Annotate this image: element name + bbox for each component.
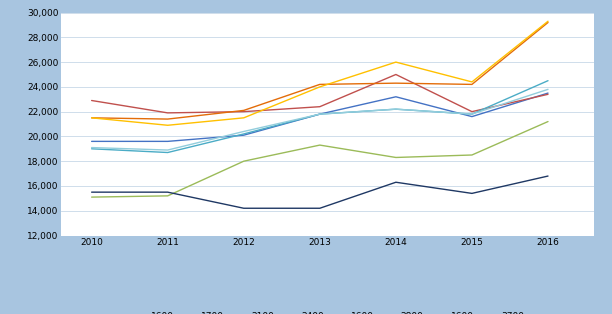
1600: [240, 206, 247, 210]
1600: [316, 112, 324, 116]
1700: [88, 99, 95, 102]
Line: 1600: 1600: [92, 176, 548, 208]
1600: [392, 95, 400, 99]
3700: [544, 19, 551, 23]
2100: [544, 120, 551, 123]
2800: [164, 117, 171, 121]
2800: [544, 21, 551, 24]
1700: [392, 73, 400, 76]
2400: [164, 151, 171, 154]
Line: 2100: 2100: [92, 122, 548, 197]
1700: [316, 105, 324, 109]
1600: [88, 146, 95, 149]
1600: [544, 88, 551, 91]
2400: [316, 112, 324, 116]
Line: 1700: 1700: [92, 74, 548, 113]
1600: [164, 139, 171, 143]
1600: [88, 139, 95, 143]
3700: [468, 80, 476, 84]
1600: [392, 107, 400, 111]
2400: [544, 79, 551, 83]
2100: [240, 159, 247, 163]
Line: 2800: 2800: [92, 23, 548, 119]
2800: [240, 109, 247, 112]
1600: [316, 206, 324, 210]
2100: [392, 156, 400, 160]
1600: [240, 133, 247, 137]
2400: [468, 112, 476, 116]
1600: [392, 180, 400, 184]
1600: [316, 112, 324, 116]
1600: [544, 174, 551, 178]
3700: [392, 60, 400, 64]
1600: [468, 112, 476, 116]
2800: [316, 83, 324, 86]
1600: [164, 148, 171, 152]
1700: [164, 111, 171, 115]
3700: [88, 116, 95, 120]
2100: [164, 194, 171, 198]
2400: [240, 132, 247, 136]
2800: [392, 81, 400, 85]
Line: 1600: 1600: [92, 93, 548, 141]
2800: [88, 116, 95, 120]
1600: [468, 192, 476, 195]
Line: 1600: 1600: [92, 89, 548, 150]
Line: 2400: 2400: [92, 81, 548, 153]
3700: [316, 85, 324, 89]
1600: [240, 130, 247, 133]
2100: [316, 143, 324, 147]
2400: [392, 107, 400, 111]
3700: [240, 116, 247, 120]
Legend: 1600, 1700, 2100, 2400, 1600, 2800, 1600, 3700: 1600, 1700, 2100, 2400, 1600, 2800, 1600…: [127, 308, 528, 314]
Line: 3700: 3700: [92, 21, 548, 125]
1600: [544, 91, 551, 95]
1700: [544, 92, 551, 96]
2800: [468, 83, 476, 86]
1600: [164, 190, 171, 194]
1600: [88, 190, 95, 194]
2100: [88, 195, 95, 199]
1700: [240, 110, 247, 114]
3700: [164, 123, 171, 127]
2400: [88, 147, 95, 151]
2100: [468, 153, 476, 157]
1600: [468, 115, 476, 118]
1700: [468, 110, 476, 114]
